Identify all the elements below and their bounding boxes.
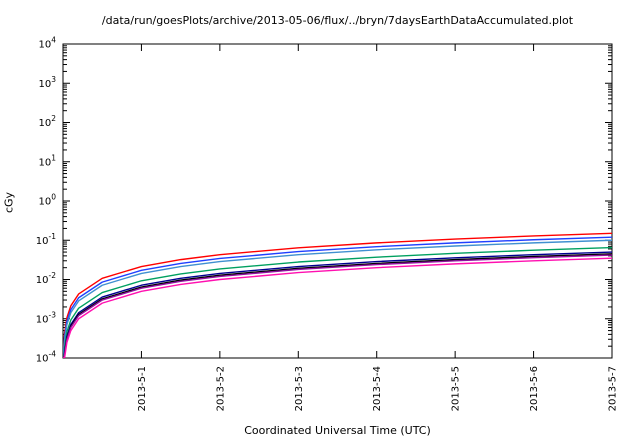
svg-text:104: 104 bbox=[38, 36, 56, 51]
svg-text:10-2: 10-2 bbox=[36, 271, 56, 286]
svg-text:10-4: 10-4 bbox=[36, 350, 56, 365]
x-axis-label: Coordinated Universal Time (UTC) bbox=[244, 424, 431, 437]
svg-text:10-1: 10-1 bbox=[36, 232, 56, 247]
chart-title: /data/run/goesPlots/archive/2013-05-06/f… bbox=[101, 14, 574, 27]
svg-text:2013-5-5: 2013-5-5 bbox=[451, 366, 462, 411]
svg-text:2013-5-6: 2013-5-6 bbox=[529, 366, 540, 411]
svg-text:103: 103 bbox=[38, 75, 56, 90]
svg-text:10-3: 10-3 bbox=[36, 310, 56, 325]
svg-text:2013-5-2: 2013-5-2 bbox=[215, 366, 226, 411]
svg-text:101: 101 bbox=[38, 153, 56, 168]
svg-text:102: 102 bbox=[38, 114, 56, 129]
svg-text:100: 100 bbox=[38, 193, 56, 208]
svg-text:2013-5-7: 2013-5-7 bbox=[608, 366, 619, 411]
svg-text:2013-5-3: 2013-5-3 bbox=[294, 366, 305, 411]
svg-text:2013-5-1: 2013-5-1 bbox=[137, 366, 148, 411]
svg-text:2013-5-4: 2013-5-4 bbox=[372, 366, 383, 411]
